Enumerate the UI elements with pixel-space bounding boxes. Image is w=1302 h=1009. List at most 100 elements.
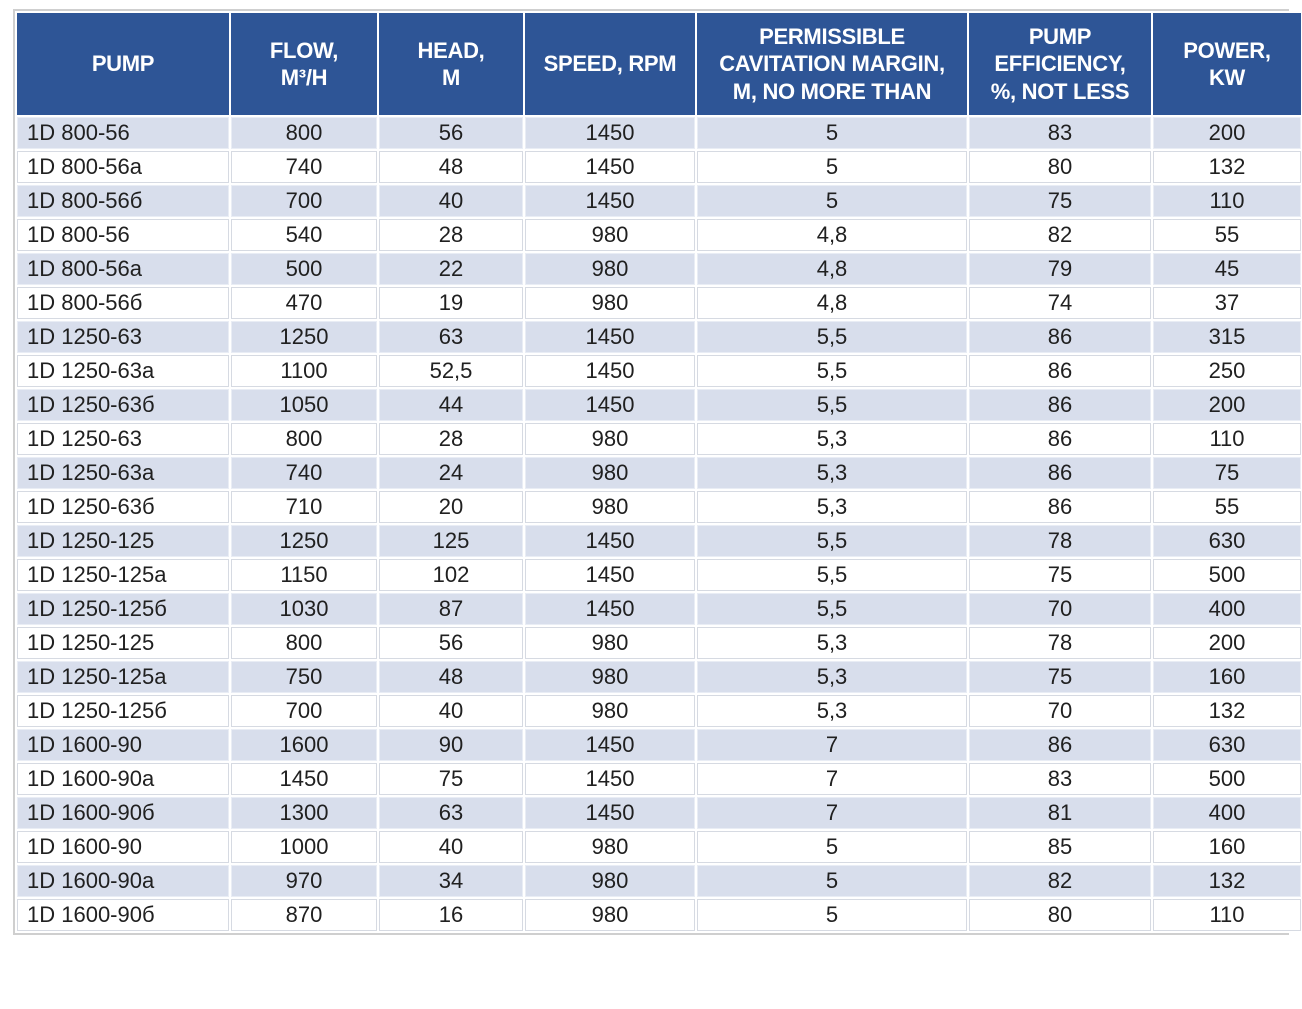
table-row: 1D 1250-125б 1030 87 1450 5,5 70 400 xyxy=(17,593,1301,625)
cell-flow: 700 xyxy=(231,695,377,727)
column-header-pump: PUMP xyxy=(17,13,229,115)
cell-power: 200 xyxy=(1153,117,1301,149)
table-row: 1D 1250-125б 700 40 980 5,3 70 132 xyxy=(17,695,1301,727)
table-row: 1D 1600-90б 1300 63 1450 7 81 400 xyxy=(17,797,1301,829)
cell-head: 40 xyxy=(379,695,523,727)
cell-head: 63 xyxy=(379,797,523,829)
table-row: 1D 800-56б 470 19 980 4,8 74 37 xyxy=(17,287,1301,319)
cell-cavitation: 4,8 xyxy=(697,287,967,319)
cell-efficiency: 74 xyxy=(969,287,1151,319)
cell-flow: 870 xyxy=(231,899,377,931)
cell-power: 132 xyxy=(1153,865,1301,897)
cell-efficiency: 75 xyxy=(969,185,1151,217)
table-row: 1D 1250-63a 740 24 980 5,3 86 75 xyxy=(17,457,1301,489)
cell-head: 40 xyxy=(379,185,523,217)
cell-cavitation: 7 xyxy=(697,763,967,795)
cell-power: 160 xyxy=(1153,661,1301,693)
cell-head: 90 xyxy=(379,729,523,761)
cell-speed: 980 xyxy=(525,831,695,863)
cell-efficiency: 86 xyxy=(969,389,1151,421)
cell-power: 160 xyxy=(1153,831,1301,863)
table-row: 1D 1250-125 800 56 980 5,3 78 200 xyxy=(17,627,1301,659)
cell-cavitation: 5,3 xyxy=(697,491,967,523)
cell-cavitation: 5,3 xyxy=(697,661,967,693)
cell-cavitation: 5,3 xyxy=(697,457,967,489)
column-header-speed: SPEED, RPM xyxy=(525,13,695,115)
table-row: 1D 1250-63 1250 63 1450 5,5 86 315 xyxy=(17,321,1301,353)
table-row: 1D 1600-90 1600 90 1450 7 86 630 xyxy=(17,729,1301,761)
cell-power: 55 xyxy=(1153,219,1301,251)
cell-head: 102 xyxy=(379,559,523,591)
cell-flow: 1600 xyxy=(231,729,377,761)
cell-power: 630 xyxy=(1153,729,1301,761)
cell-flow: 750 xyxy=(231,661,377,693)
table-row: 1D 1250-125 1250 125 1450 5,5 78 630 xyxy=(17,525,1301,557)
cell-speed: 1450 xyxy=(525,525,695,557)
cell-flow: 710 xyxy=(231,491,377,523)
cell-flow: 740 xyxy=(231,457,377,489)
cell-head: 20 xyxy=(379,491,523,523)
cell-flow: 700 xyxy=(231,185,377,217)
cell-speed: 1450 xyxy=(525,729,695,761)
cell-power: 400 xyxy=(1153,593,1301,625)
cell-pump: 1D 1250-125a xyxy=(17,559,229,591)
cell-power: 400 xyxy=(1153,797,1301,829)
cell-cavitation: 4,8 xyxy=(697,253,967,285)
cell-flow: 1030 xyxy=(231,593,377,625)
column-header-efficiency: PUMP EFFICIENCY, %, NOT LESS xyxy=(969,13,1151,115)
cell-cavitation: 5 xyxy=(697,185,967,217)
cell-efficiency: 86 xyxy=(969,457,1151,489)
table-row: 1D 1250-125a 750 48 980 5,3 75 160 xyxy=(17,661,1301,693)
cell-efficiency: 80 xyxy=(969,899,1151,931)
cell-speed: 1450 xyxy=(525,763,695,795)
cell-cavitation: 5 xyxy=(697,865,967,897)
cell-head: 87 xyxy=(379,593,523,625)
cell-flow: 500 xyxy=(231,253,377,285)
table-row: 1D 1250-63б 1050 44 1450 5,5 86 200 xyxy=(17,389,1301,421)
table-row: 1D 1250-63 800 28 980 5,3 86 110 xyxy=(17,423,1301,455)
cell-head: 24 xyxy=(379,457,523,489)
cell-power: 110 xyxy=(1153,185,1301,217)
cell-cavitation: 5,3 xyxy=(697,627,967,659)
cell-speed: 980 xyxy=(525,457,695,489)
cell-head: 19 xyxy=(379,287,523,319)
cell-pump: 1D 800-56б xyxy=(17,287,229,319)
cell-head: 48 xyxy=(379,661,523,693)
cell-head: 22 xyxy=(379,253,523,285)
cell-efficiency: 86 xyxy=(969,491,1151,523)
table-header-row: PUMP FLOW, M³/H HEAD, M SPEED, RPM PERMISSIB… xyxy=(17,13,1301,115)
cell-head: 28 xyxy=(379,423,523,455)
cell-speed: 980 xyxy=(525,695,695,727)
cell-pump: 1D 800-56 xyxy=(17,117,229,149)
cell-power: 132 xyxy=(1153,695,1301,727)
cell-speed: 1450 xyxy=(525,797,695,829)
cell-pump: 1D 1600-90 xyxy=(17,729,229,761)
cell-speed: 980 xyxy=(525,865,695,897)
cell-flow: 1250 xyxy=(231,321,377,353)
cell-power: 37 xyxy=(1153,287,1301,319)
table-row: 1D 1600-90a 1450 75 1450 7 83 500 xyxy=(17,763,1301,795)
cell-speed: 1450 xyxy=(525,185,695,217)
cell-efficiency: 82 xyxy=(969,219,1151,251)
table-header: PUMP FLOW, M³/H HEAD, M SPEED, RPM PERMISSIB… xyxy=(17,13,1301,115)
cell-speed: 980 xyxy=(525,253,695,285)
table-row: 1D 1600-90 1000 40 980 5 85 160 xyxy=(17,831,1301,863)
cell-pump: 1D 1250-125 xyxy=(17,525,229,557)
cell-power: 110 xyxy=(1153,423,1301,455)
table-row: 1D 1250-125a 1150 102 1450 5,5 75 500 xyxy=(17,559,1301,591)
cell-speed: 1450 xyxy=(525,559,695,591)
cell-head: 125 xyxy=(379,525,523,557)
cell-head: 63 xyxy=(379,321,523,353)
column-header-flow: FLOW, M³/H xyxy=(231,13,377,115)
cell-speed: 980 xyxy=(525,491,695,523)
cell-pump: 1D 1250-125б xyxy=(17,695,229,727)
cell-efficiency: 83 xyxy=(969,117,1151,149)
cell-pump: 1D 800-56 xyxy=(17,219,229,251)
cell-power: 75 xyxy=(1153,457,1301,489)
cell-flow: 1250 xyxy=(231,525,377,557)
cell-flow: 1300 xyxy=(231,797,377,829)
cell-speed: 1450 xyxy=(525,593,695,625)
table-body: 1D 800-56 800 56 1450 5 83 200 1D 800-56a 740 48 1… xyxy=(17,117,1301,931)
cell-efficiency: 79 xyxy=(969,253,1151,285)
cell-cavitation: 4,8 xyxy=(697,219,967,251)
